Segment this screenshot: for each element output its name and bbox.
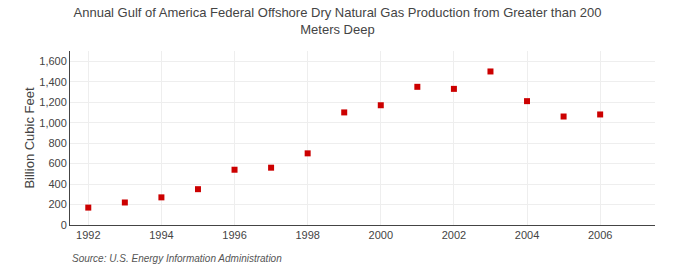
svg-text:200: 200 (48, 198, 66, 210)
svg-text:1992: 1992 (76, 229, 100, 241)
svg-text:0: 0 (61, 219, 67, 231)
svg-text:2002: 2002 (442, 229, 466, 241)
svg-text:1996: 1996 (222, 229, 246, 241)
svg-text:600: 600 (48, 157, 66, 169)
svg-text:2006: 2006 (588, 229, 612, 241)
svg-text:400: 400 (48, 178, 66, 190)
svg-text:1,000: 1,000 (39, 117, 67, 129)
svg-text:1994: 1994 (149, 229, 173, 241)
svg-text:Annual Gulf of America Federal: Annual Gulf of America Federal Offshore … (74, 5, 602, 37)
svg-text:800: 800 (48, 137, 66, 149)
svg-text:1998: 1998 (295, 229, 319, 241)
svg-text:Source: U.S. Energy Informatio: Source: U.S. Energy Information Administ… (72, 253, 282, 264)
svg-text:Billion Cubic Feet: Billion Cubic Feet (22, 87, 37, 189)
svg-text:1,600: 1,600 (39, 55, 67, 67)
svg-text:2004: 2004 (515, 229, 539, 241)
svg-text:2000: 2000 (369, 229, 393, 241)
svg-text:1,400: 1,400 (39, 76, 67, 88)
svg-text:1,200: 1,200 (39, 96, 67, 108)
